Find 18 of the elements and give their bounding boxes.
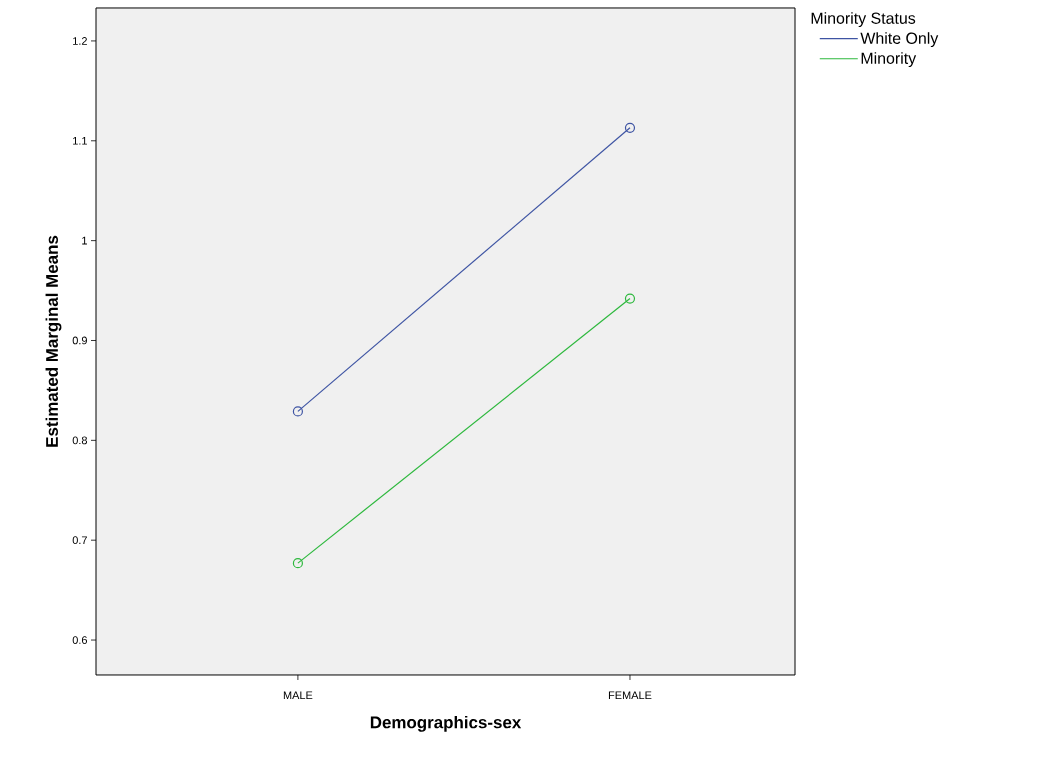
point: [624, 293, 636, 304]
y-tick-label: 1.2: [73, 37, 87, 45]
y-tick-label: 1.1: [73, 137, 87, 145]
y-axis-title: Estimated Marginal Means: [45, 235, 62, 447]
y-tick-label: 1: [82, 236, 87, 245]
y-tick-label: 0.8: [72, 436, 87, 445]
y-tick-label: 0.7: [72, 536, 87, 545]
point: [292, 406, 304, 417]
point: [292, 558, 304, 569]
x-tick-label: MALE: [283, 691, 313, 700]
point: [624, 122, 636, 133]
legend-label: White Only: [860, 32, 939, 48]
legend-title: Minority Status: [811, 12, 916, 28]
x-tick-label: FEMALE: [608, 691, 652, 700]
y-tick-label: 0.6: [72, 636, 87, 644]
y-tick-label: 0.9: [72, 336, 87, 345]
x-axis-title: Demographics-sex: [370, 715, 522, 732]
legend-label: Minority: [861, 52, 917, 68]
